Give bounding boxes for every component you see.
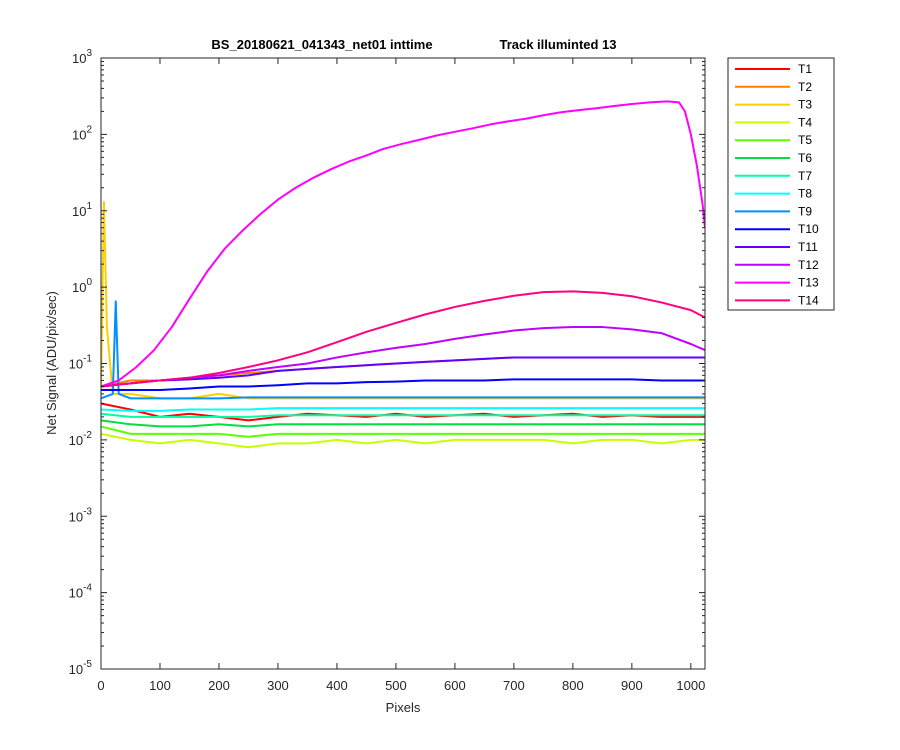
x-tick-label: 700 xyxy=(503,678,525,693)
y-tick-label: 10-4 xyxy=(69,583,93,601)
legend-label: T6 xyxy=(798,151,812,165)
legend-label: T2 xyxy=(798,80,812,94)
legend-box xyxy=(727,57,835,311)
y-tick-label: 10-3 xyxy=(69,506,93,524)
series-line-t8 xyxy=(101,407,705,412)
legend-label: T1 xyxy=(798,62,812,76)
y-tick-exponent: 1 xyxy=(86,201,92,212)
legend-label: T11 xyxy=(798,240,818,254)
y-tick-label: 100 xyxy=(72,277,92,295)
y-tick-exponent: 3 xyxy=(86,48,92,59)
y-axis-label: Net Signal (ADU/pix/sec) xyxy=(44,291,59,435)
legend-label: T3 xyxy=(798,98,812,112)
series-line-t5 xyxy=(101,425,705,438)
y-tick-base: 10 xyxy=(69,509,83,524)
x-tick-label: 200 xyxy=(208,678,230,693)
y-tick-base: 10 xyxy=(69,433,83,448)
y-tick-base: 10 xyxy=(69,662,83,677)
series-line-t6 xyxy=(101,419,705,428)
x-tick-label: 300 xyxy=(267,678,289,693)
x-tick-label: 800 xyxy=(562,678,584,693)
series-layer xyxy=(101,100,705,449)
y-tick-label: 10-5 xyxy=(69,659,93,677)
y-tick-base: 10 xyxy=(72,127,86,142)
y-tick-base: 10 xyxy=(72,204,86,219)
series-line-t7 xyxy=(101,412,705,418)
y-tick-base: 10 xyxy=(72,51,86,66)
x-axis-label: Pixels xyxy=(386,700,421,715)
legend-items: T1 T2 T3 T4 T5 T6 T7 T8 T9 T10 T11 T12 T13 T14 xyxy=(735,62,819,307)
y-tick-base: 10 xyxy=(69,357,83,372)
legend-label: T12 xyxy=(798,258,819,272)
x-tick-label: 100 xyxy=(149,678,171,693)
y-tick-label: 10-1 xyxy=(69,354,93,372)
x-tick-label: 600 xyxy=(444,678,466,693)
legend-label: T7 xyxy=(798,169,812,183)
y-tick-label: 101 xyxy=(72,201,92,219)
x-tick-label: 0 xyxy=(97,678,104,693)
legend-label: T13 xyxy=(798,276,819,290)
legend-label: T5 xyxy=(798,133,812,147)
y-tick-exponent: -4 xyxy=(83,583,92,594)
legend-label: T10 xyxy=(798,222,819,236)
y-tick-base: 10 xyxy=(72,280,86,295)
plot-area xyxy=(100,57,706,670)
series-line-t9 xyxy=(101,300,705,400)
chart-title-left: BS_20180621_041343_net01 inttime xyxy=(211,37,432,52)
y-tick-exponent: 2 xyxy=(86,124,92,135)
x-tick-label: 400 xyxy=(326,678,348,693)
series-line-t11 xyxy=(101,356,705,388)
x-tick-label: 1000 xyxy=(676,678,705,693)
x-tick-label: 900 xyxy=(621,678,643,693)
legend-label: T4 xyxy=(798,115,812,129)
y-tick-label: 103 xyxy=(72,48,92,66)
y-tick-exponent: -2 xyxy=(83,430,92,441)
y-tick-exponent: -5 xyxy=(83,659,92,670)
y-tick-exponent: -3 xyxy=(83,506,92,517)
series-line-t12 xyxy=(101,326,705,388)
legend-label: T9 xyxy=(798,204,812,218)
y-tick-base: 10 xyxy=(69,586,83,601)
y-tick-label: 102 xyxy=(72,124,92,142)
y-tick-exponent: -1 xyxy=(83,354,92,365)
legend-label: T14 xyxy=(798,293,819,307)
chart-title-right: Track illuminted 13 xyxy=(499,37,616,52)
x-tick-label: 500 xyxy=(385,678,407,693)
legend-label: T8 xyxy=(798,187,812,201)
chart-title: BS_20180621_041343_net01 inttime Track i… xyxy=(211,37,616,52)
y-tick-label: 10-2 xyxy=(69,430,93,448)
series-line-t4 xyxy=(101,432,705,449)
y-tick-exponent: 0 xyxy=(86,277,92,288)
legend: T1 T2 T3 T4 T5 T6 T7 T8 T9 T10 T11 T12 T13 T14 xyxy=(727,57,835,311)
series-line-t14 xyxy=(101,290,705,388)
series-line-t10 xyxy=(101,378,705,391)
series-line-t13 xyxy=(101,100,705,388)
